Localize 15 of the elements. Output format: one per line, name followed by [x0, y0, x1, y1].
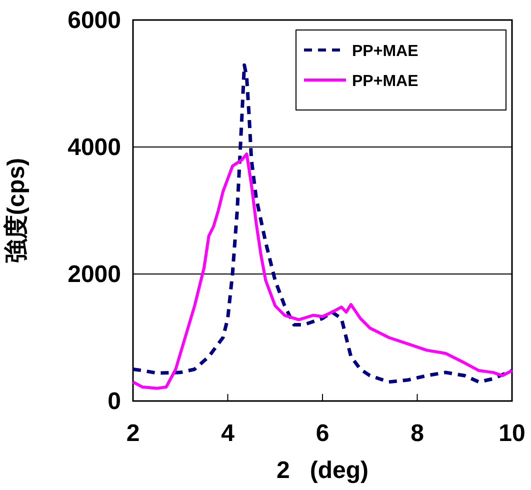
x-tick-label: 4 — [221, 420, 236, 447]
line-series — [132, 152, 514, 390]
y-tick-label: 2000 — [68, 261, 121, 288]
x-tick-label: 8 — [410, 420, 424, 447]
x-tick-label: 2 — [126, 420, 140, 447]
y-axis-title: 強度(cps) — [3, 158, 30, 264]
x-tick-label: 6 — [316, 420, 330, 447]
y-tick-label: 0 — [108, 388, 121, 415]
y-tick-label: 4000 — [68, 134, 121, 161]
line-series — [131, 63, 514, 384]
legend-label: PP+MAE — [352, 73, 419, 90]
y-tick-label: 6000 — [68, 7, 121, 34]
x-tick-label: 10 — [498, 420, 526, 447]
x-axis-title: 2 (deg) — [276, 457, 369, 484]
legend-label: PP+MAE — [352, 43, 419, 60]
